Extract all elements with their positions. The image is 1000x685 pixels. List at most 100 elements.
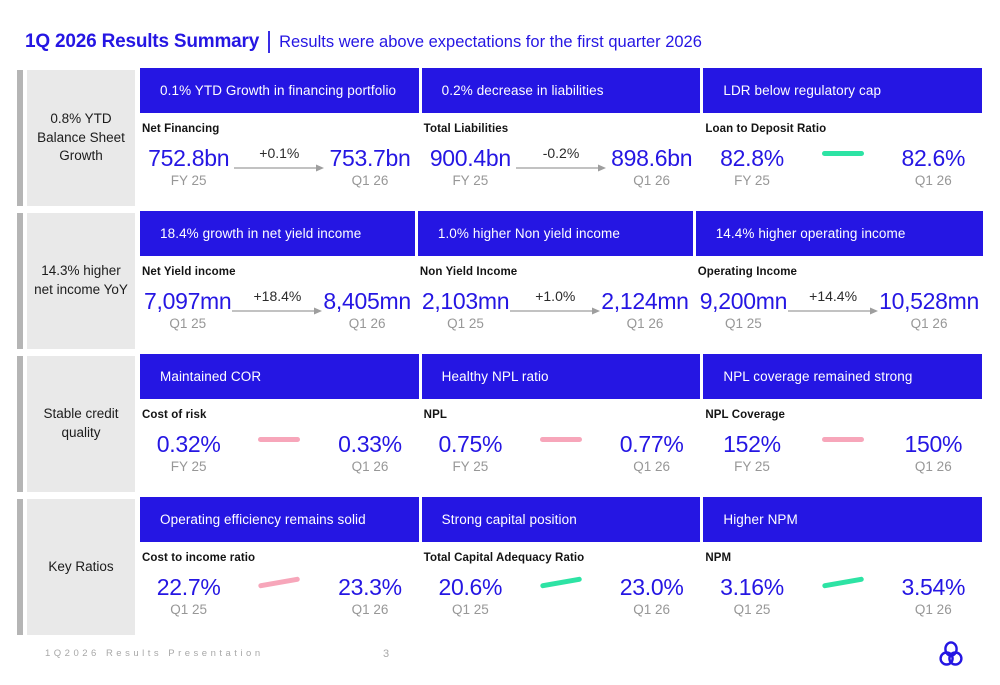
metric-values: 152% FY 25 150% Q1 26 xyxy=(703,421,982,494)
metric-card: Strong capital position Total Capital Ad… xyxy=(421,497,701,637)
current-value-block: 23.0% Q1 26 xyxy=(613,574,691,617)
trend-connector: +1.0% xyxy=(509,288,601,316)
page-number: 3 xyxy=(383,648,390,660)
prev-value-block: 752.8bn FY 25 xyxy=(148,145,229,188)
row-accent-bar xyxy=(17,356,23,492)
metric-period-prev: FY 25 xyxy=(734,173,770,188)
metric-period-prev: Q1 25 xyxy=(733,602,771,617)
metric-period-prev: Q1 25 xyxy=(447,316,484,331)
right-arrow-icon xyxy=(788,307,879,314)
metric-name: NPM xyxy=(705,552,732,564)
card-headline: Healthy NPL ratio xyxy=(421,354,701,399)
trend-dash-icon xyxy=(821,437,864,442)
trend-connector xyxy=(233,437,325,452)
page-subtitle: Results were above expectations for the … xyxy=(279,32,702,51)
metric-value-prev: 20.6% xyxy=(438,574,503,600)
metric-value-current: 0.77% xyxy=(619,431,684,457)
metric-name: Total Liabilities xyxy=(423,123,509,135)
metric-name: NPL Coverage xyxy=(705,409,785,421)
metric-name: Operating Income xyxy=(697,266,798,278)
card-body: NPL Coverage 152% FY 25 150% Q1 26 xyxy=(703,399,982,494)
metric-card: 14.4% higher operating income Operating … xyxy=(695,211,984,351)
metric-period-current: Q1 26 xyxy=(351,602,389,617)
metric-period-prev: Q1 25 xyxy=(725,316,762,331)
metric-values: 2,103mn Q1 25 +1.0% 2,124mn Q1 26 xyxy=(418,278,693,351)
row-accent-bar xyxy=(17,70,23,206)
metric-period-prev: FY 25 xyxy=(170,173,207,188)
current-value-block: 898.6bn Q1 26 xyxy=(611,145,692,188)
metric-period-current: Q1 26 xyxy=(914,602,952,617)
current-value-block: 23.3% Q1 26 xyxy=(331,574,409,617)
summary-row: 14.3% higher net income YoY 18.4% growth… xyxy=(17,211,984,351)
metric-period-prev: Q1 25 xyxy=(451,602,489,617)
metric-period-current: Q1 26 xyxy=(633,173,671,188)
metric-card: 18.4% growth in net yield income Net Yie… xyxy=(140,211,415,351)
card-headline: Operating efficiency remains solid xyxy=(140,497,419,542)
trend-dash-icon xyxy=(258,437,301,442)
metric-name: Cost of risk xyxy=(142,409,207,421)
row-cards: Maintained COR Cost of risk 0.32% FY 25 … xyxy=(140,354,983,494)
card-headline: 0.2% decrease in liabilities xyxy=(421,68,701,113)
metric-period-current: Q1 26 xyxy=(626,316,664,331)
trend-connector xyxy=(515,576,607,595)
card-headline: NPL coverage remained strong xyxy=(703,354,983,399)
metric-name: NPL xyxy=(423,409,447,421)
current-value-block: 0.33% Q1 26 xyxy=(331,431,409,474)
prev-value-block: 0.75% FY 25 xyxy=(431,431,509,474)
card-headline: 1.0% higher Non yield income xyxy=(417,211,693,256)
metric-name: Total Capital Adequacy Ratio xyxy=(423,552,585,564)
footer-presentation-label: 1Q2026 Results Presentation xyxy=(45,648,264,659)
metric-value-prev: 22.7% xyxy=(156,574,221,600)
metric-name: Net Financing xyxy=(142,123,220,135)
metric-period-current: Q1 26 xyxy=(633,602,671,617)
right-arrow-icon xyxy=(234,164,325,171)
row-label: 14.3% higher net income YoY xyxy=(27,213,135,349)
current-value-block: 82.6% Q1 26 xyxy=(894,145,972,188)
metric-period-prev: FY 25 xyxy=(734,459,770,474)
current-value-block: 10,528mn Q1 26 xyxy=(879,288,979,331)
metric-period-current: Q1 26 xyxy=(914,173,952,188)
trend-connector: +0.1% xyxy=(233,145,325,173)
metric-values: 82.8% FY 25 82.6% Q1 26 xyxy=(703,135,982,208)
prev-value-block: 3.16% Q1 25 xyxy=(713,574,791,617)
metric-value-current: 2,124mn xyxy=(601,288,689,314)
prev-value-block: 152% FY 25 xyxy=(713,431,791,474)
trend-dash-icon xyxy=(539,437,582,442)
row-accent-bar xyxy=(17,213,23,349)
trend-connector xyxy=(797,576,889,595)
change-label: +0.1% xyxy=(259,144,300,161)
metric-value-prev: 900.4bn xyxy=(429,145,511,171)
card-body: NPM 3.16% Q1 25 3.54% Q1 26 xyxy=(703,542,982,637)
metric-value-current: 23.3% xyxy=(338,574,402,600)
card-body: Non Yield Income 2,103mn Q1 25 +1.0% 2,1… xyxy=(418,256,693,351)
metric-period-prev: Q1 25 xyxy=(169,316,207,331)
metric-period-prev: FY 25 xyxy=(452,173,489,188)
metric-period-prev: FY 25 xyxy=(170,459,207,474)
card-headline: LDR below regulatory cap xyxy=(703,68,983,113)
metric-value-current: 150% xyxy=(904,431,963,457)
trend-connector: +18.4% xyxy=(231,288,323,316)
metric-value-prev: 9,200mn xyxy=(699,288,788,314)
metric-name: Net Yield income xyxy=(142,266,236,278)
metric-values: 900.4bn FY 25 -0.2% 898.6bn Q1 26 xyxy=(422,135,701,208)
brand-three-rings-logo-icon xyxy=(939,641,963,666)
trend-dash-icon xyxy=(258,576,301,589)
card-headline: Strong capital position xyxy=(421,497,701,542)
metric-card: 1.0% higher Non yield income Non Yield I… xyxy=(417,211,693,351)
card-headline: Higher NPM xyxy=(703,497,983,542)
metric-card: NPL coverage remained strong NPL Coverag… xyxy=(703,354,983,494)
metric-value-prev: 2,103mn xyxy=(421,288,510,314)
trend-connector xyxy=(797,437,889,452)
right-arrow-icon xyxy=(516,164,606,171)
card-body: Total Capital Adequacy Ratio 20.6% Q1 25… xyxy=(422,542,701,637)
trend-connector xyxy=(233,576,325,595)
change-label: +1.0% xyxy=(535,287,576,304)
metric-values: 752.8bn FY 25 +0.1% 753.7bn Q1 26 xyxy=(140,135,419,208)
card-body: Total Liabilities 900.4bn FY 25 -0.2% 89… xyxy=(422,113,701,208)
prev-value-block: 9,200mn Q1 25 xyxy=(699,288,788,331)
metric-card: Higher NPM NPM 3.16% Q1 25 3.54% Q1 26 xyxy=(703,497,983,637)
prev-value-block: 82.8% FY 25 xyxy=(713,145,791,188)
metric-period-prev: Q1 25 xyxy=(170,602,208,617)
prev-value-block: 0.32% FY 25 xyxy=(150,431,228,474)
metric-value-current: 898.6bn xyxy=(611,145,693,171)
